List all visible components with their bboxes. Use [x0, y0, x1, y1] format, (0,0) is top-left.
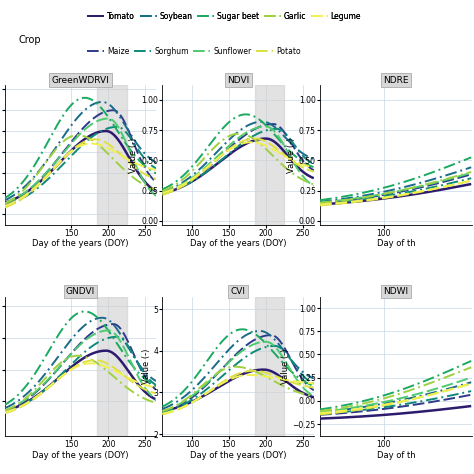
Title: NDRE: NDRE — [383, 75, 409, 84]
X-axis label: Day of the years (DOY): Day of the years (DOY) — [32, 451, 129, 460]
Y-axis label: Value (-): Value (-) — [142, 349, 151, 384]
Bar — [255, 85, 284, 225]
Legend: Maize, Sorghum, Sunflower, Potato: Maize, Sorghum, Sunflower, Potato — [84, 44, 303, 59]
Title: CVI: CVI — [231, 287, 246, 296]
Title: GreenWDRVI: GreenWDRVI — [52, 75, 109, 84]
X-axis label: Day of the years (DOY): Day of the years (DOY) — [190, 239, 286, 248]
Bar — [255, 297, 284, 436]
Text: Crop: Crop — [19, 35, 42, 46]
Bar — [97, 297, 127, 436]
Y-axis label: Value (-): Value (-) — [287, 137, 296, 173]
X-axis label: Day of th: Day of th — [376, 451, 415, 460]
Y-axis label: Value (-): Value (-) — [281, 349, 290, 384]
Title: GNDVI: GNDVI — [66, 287, 95, 296]
Bar — [97, 85, 127, 225]
X-axis label: Day of the years (DOY): Day of the years (DOY) — [32, 239, 129, 248]
Legend: Tomato, Soybean, Sugar beet, Garlic, Legume: Tomato, Soybean, Sugar beet, Garlic, Leg… — [84, 9, 364, 24]
X-axis label: Day of th: Day of th — [376, 239, 415, 248]
Title: NDWI: NDWI — [383, 287, 409, 296]
Y-axis label: Value (-): Value (-) — [129, 137, 138, 173]
X-axis label: Day of the years (DOY): Day of the years (DOY) — [190, 451, 286, 460]
Title: NDVI: NDVI — [227, 75, 249, 84]
